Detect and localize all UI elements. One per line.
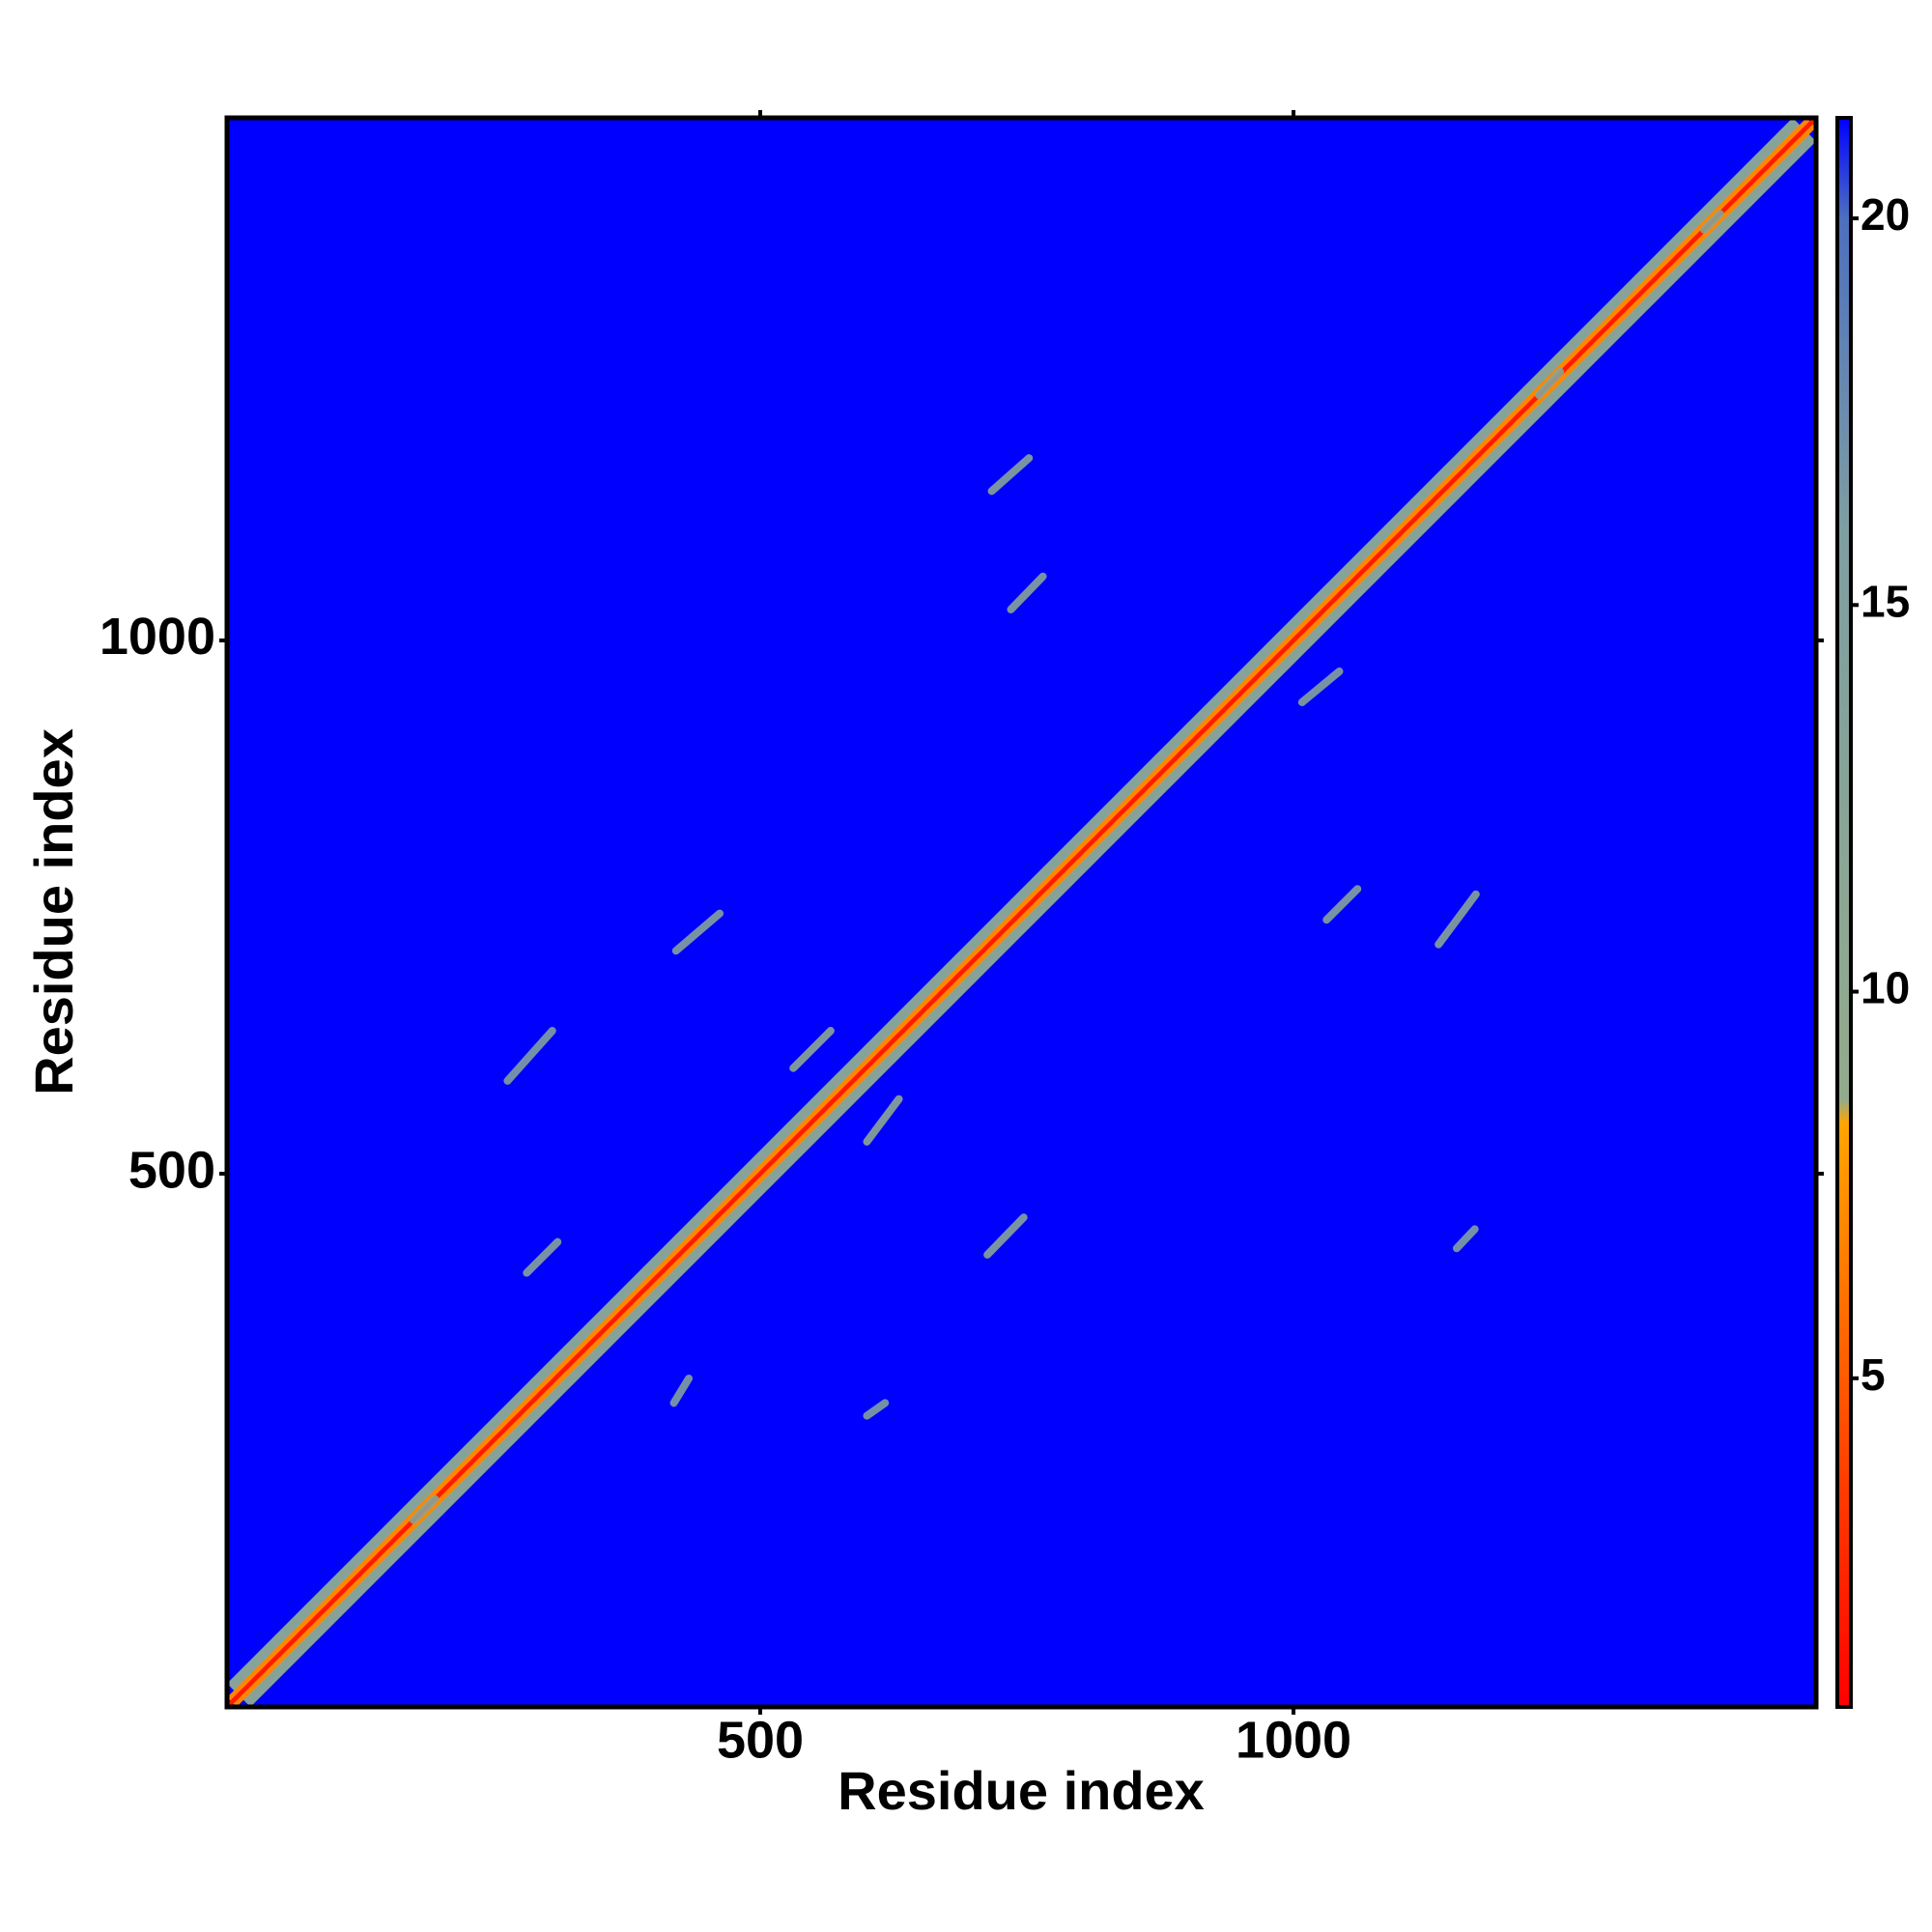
contact-streak	[523, 1237, 562, 1277]
contact-streak	[503, 1027, 556, 1085]
contact-streak	[1435, 890, 1480, 949]
colorbar-tick-label: 10	[1861, 963, 1910, 1013]
contact-streak	[1700, 210, 1724, 234]
contact-streak	[1007, 572, 1047, 613]
contact-streak	[1452, 1225, 1479, 1253]
plot-frame	[224, 115, 1819, 1710]
x-axis-title: Residue index	[838, 1760, 1205, 1821]
y-tick-label: 500	[128, 1141, 215, 1199]
contact-streak	[1534, 367, 1565, 400]
x-tick-label: 1000	[1236, 1711, 1351, 1769]
contact-streak	[1297, 667, 1344, 707]
contact-streak	[863, 1399, 890, 1420]
contact-streak	[983, 1213, 1028, 1259]
contact-streak	[1322, 885, 1362, 924]
contact-streak	[789, 1027, 835, 1072]
contact-streak	[671, 909, 724, 955]
heatmap	[227, 118, 1816, 1707]
contact-streak	[669, 1374, 694, 1407]
y-axis-title: Residue index	[23, 728, 84, 1095]
colorbar-tick-label: 15	[1861, 576, 1910, 626]
colorbar-tick-label: 20	[1861, 189, 1910, 240]
colorbar	[1835, 116, 1853, 1709]
colorbar-tick-label: 5	[1861, 1350, 1886, 1400]
contact-streak	[987, 454, 1034, 496]
x-tick-label: 500	[717, 1711, 804, 1769]
contact-streak	[410, 1494, 440, 1524]
y-tick-label: 1000	[99, 608, 215, 666]
contact-streak	[863, 1094, 903, 1146]
diagonal-band	[227, 118, 1816, 1707]
